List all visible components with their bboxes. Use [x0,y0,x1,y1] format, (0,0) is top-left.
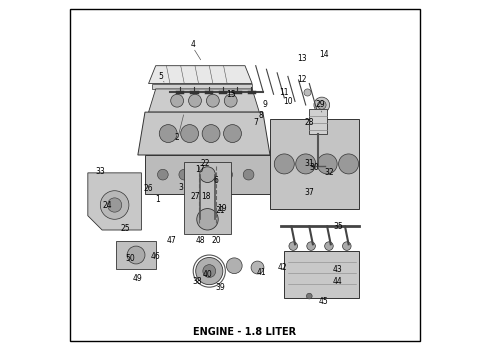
Text: 50: 50 [126,254,136,263]
Circle shape [179,169,190,180]
Text: 45: 45 [318,297,328,306]
Circle shape [226,258,242,274]
Circle shape [127,246,145,264]
Circle shape [343,242,351,250]
Text: 38: 38 [192,277,201,286]
Circle shape [171,94,184,107]
Text: 3: 3 [178,183,183,192]
Text: 32: 32 [324,168,334,177]
Circle shape [243,169,254,180]
Circle shape [197,208,218,230]
Circle shape [314,97,330,113]
Circle shape [289,242,297,250]
Text: 10: 10 [283,97,293,106]
Text: 8: 8 [259,111,264,120]
Circle shape [306,293,312,299]
Circle shape [296,154,316,174]
Polygon shape [184,162,231,234]
Polygon shape [145,155,270,194]
Text: 27: 27 [190,192,200,201]
Text: 37: 37 [304,188,314,197]
Circle shape [200,169,211,180]
Polygon shape [309,109,327,134]
Circle shape [222,169,232,180]
Text: 12: 12 [297,76,307,85]
Text: 19: 19 [217,204,226,213]
Circle shape [223,125,242,143]
Text: 18: 18 [201,192,211,201]
Text: 20: 20 [212,236,221,245]
Text: 40: 40 [203,270,212,279]
Text: 42: 42 [278,263,287,272]
Text: 49: 49 [133,274,143,283]
Polygon shape [152,84,252,89]
Circle shape [157,169,168,180]
Text: 44: 44 [333,277,343,286]
Text: 9: 9 [262,100,267,109]
Text: 15: 15 [226,90,236,99]
Text: 17: 17 [196,165,205,174]
Circle shape [181,125,198,143]
Text: 24: 24 [103,201,112,210]
Text: 14: 14 [319,50,328,59]
Circle shape [325,242,333,250]
Text: 31: 31 [304,159,314,168]
Circle shape [339,154,359,174]
Circle shape [224,94,237,107]
Circle shape [189,94,201,107]
Text: 29: 29 [315,100,325,109]
Text: 47: 47 [167,236,176,245]
Text: 39: 39 [215,283,225,292]
Circle shape [100,191,129,219]
Text: 6: 6 [214,176,219,185]
Polygon shape [284,251,359,298]
Circle shape [199,167,215,183]
Polygon shape [148,89,259,112]
Polygon shape [117,241,156,269]
Circle shape [304,89,311,96]
Polygon shape [88,173,142,230]
Circle shape [202,125,220,143]
Circle shape [317,154,337,174]
Circle shape [196,257,223,285]
Text: 35: 35 [333,222,343,231]
Text: 26: 26 [144,184,153,193]
Polygon shape [270,119,359,208]
Circle shape [274,154,294,174]
Text: 7: 7 [253,118,258,127]
Text: 2: 2 [175,132,179,141]
Circle shape [206,94,220,107]
Polygon shape [138,112,270,155]
Text: ENGINE - 1.8 LITER: ENGINE - 1.8 LITER [194,327,296,337]
Text: 1: 1 [155,195,160,204]
Text: 43: 43 [333,265,343,274]
Text: 48: 48 [196,236,205,245]
Text: 5: 5 [159,72,164,81]
Text: 11: 11 [279,88,289,97]
Text: 30: 30 [310,163,319,172]
Text: 33: 33 [96,167,105,176]
Text: 21: 21 [215,206,225,215]
Text: 13: 13 [297,54,307,63]
Circle shape [307,242,316,250]
Text: 28: 28 [305,118,314,127]
Text: 4: 4 [191,40,196,49]
Polygon shape [148,66,252,84]
Circle shape [107,198,122,212]
Circle shape [251,261,264,274]
Text: 41: 41 [256,268,266,277]
Text: 46: 46 [151,252,161,261]
Circle shape [318,101,326,109]
Text: 25: 25 [121,224,130,233]
Circle shape [159,125,177,143]
Text: 22: 22 [201,159,211,168]
Circle shape [203,265,216,278]
